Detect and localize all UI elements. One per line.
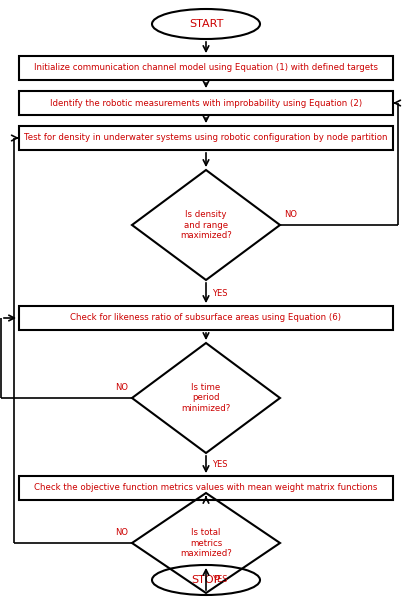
Text: Is total
metrics
maximized?: Is total metrics maximized? bbox=[180, 528, 232, 558]
Text: YES: YES bbox=[212, 575, 228, 583]
Text: NO: NO bbox=[284, 210, 297, 219]
Bar bbox=[19, 91, 393, 115]
Text: Identify the robotic measurements with improbability using Equation (2): Identify the robotic measurements with i… bbox=[50, 98, 362, 107]
Bar bbox=[19, 476, 393, 500]
Text: NO: NO bbox=[115, 528, 128, 537]
Text: START: START bbox=[189, 19, 223, 29]
Text: STOP: STOP bbox=[191, 575, 221, 585]
Bar bbox=[19, 306, 393, 330]
Bar bbox=[19, 126, 393, 150]
Text: Is time
period
minimized?: Is time period minimized? bbox=[181, 383, 230, 413]
Text: NO: NO bbox=[115, 383, 128, 392]
Text: Check the objective function metrics values with mean weight matrix functions: Check the objective function metrics val… bbox=[34, 484, 377, 493]
Text: Test for density in underwater systems using robotic configuration by node parti: Test for density in underwater systems u… bbox=[24, 133, 388, 142]
Text: Check for likeness ratio of subsurface areas using Equation (6): Check for likeness ratio of subsurface a… bbox=[71, 313, 342, 323]
Text: YES: YES bbox=[212, 460, 228, 469]
Text: Is density
and range
maximized?: Is density and range maximized? bbox=[180, 210, 232, 240]
Text: Initialize communication channel model using Equation (1) with defined targets: Initialize communication channel model u… bbox=[34, 64, 378, 73]
Bar bbox=[19, 56, 393, 80]
Text: YES: YES bbox=[212, 289, 228, 298]
